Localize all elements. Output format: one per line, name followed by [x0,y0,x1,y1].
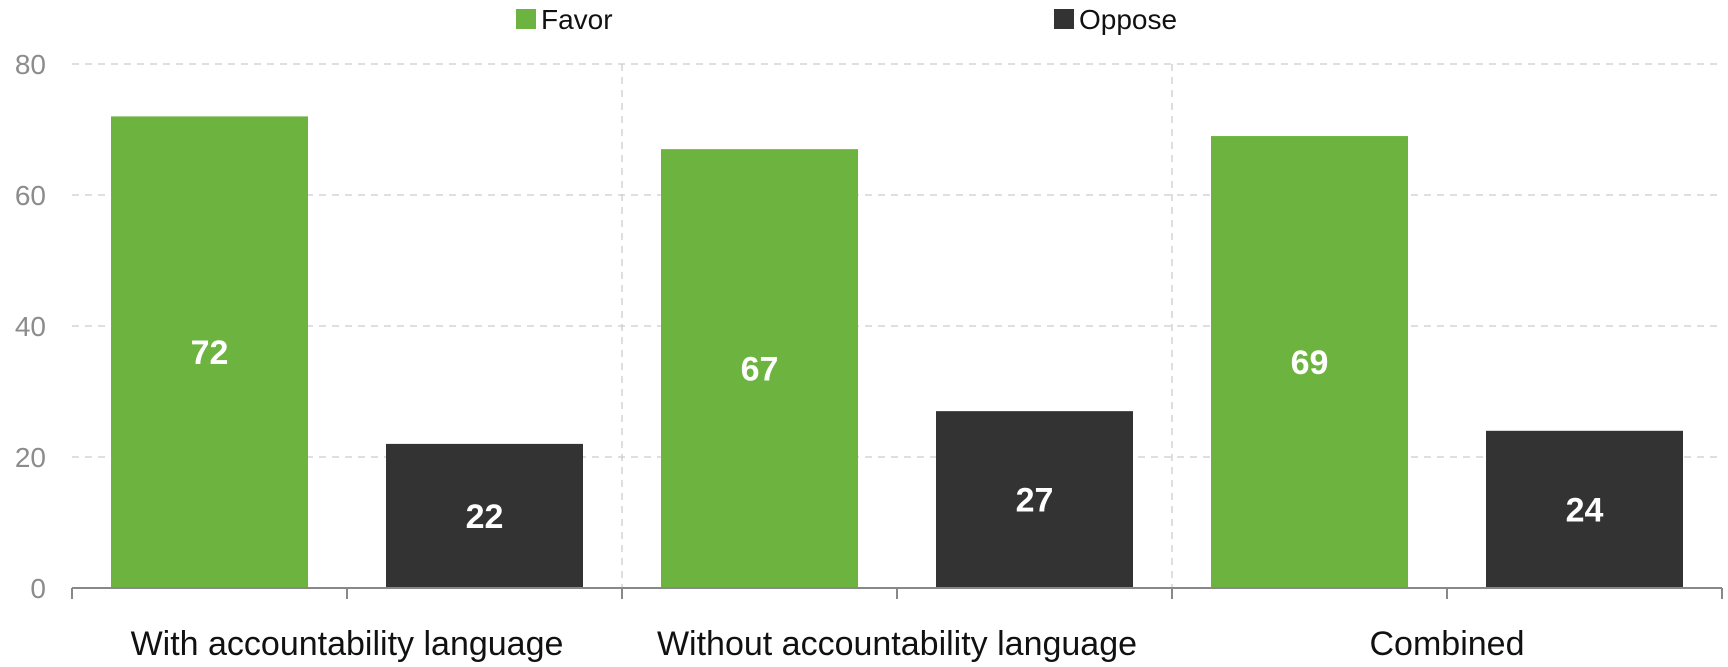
bar-favor-1 [661,149,858,588]
gridlines [72,63,1722,588]
data-label-oppose-1: 27 [1016,482,1054,520]
legend-label-favor: Favor [541,4,613,35]
data-label-oppose-2: 24 [1566,491,1604,529]
legend-swatch-oppose [1054,9,1074,29]
data-label-favor-1: 67 [741,351,779,389]
data-label-favor-0: 72 [191,334,229,372]
bar-oppose-1 [936,411,1133,588]
category-labels: With accountability language Without acco… [131,625,1525,663]
y-axis-ticks: 0 20 40 60 80 [15,49,46,604]
x-axis [71,587,1723,599]
legend-label-oppose: Oppose [1079,4,1177,35]
bars: 72 22 67 27 69 24 [111,116,1683,589]
y-tick-label-60: 60 [15,180,46,211]
y-tick-label-0: 0 [30,573,46,604]
y-tick-label-20: 20 [15,442,46,473]
data-label-oppose-0: 22 [466,498,504,536]
legend-swatch-favor [516,9,536,29]
y-tick-label-40: 40 [15,311,46,342]
category-label-1: Without accountability language [657,625,1137,663]
bar-favor-2 [1211,136,1408,589]
bar-oppose-2 [1486,430,1683,588]
y-tick-label-80: 80 [15,49,46,80]
legend: Favor Oppose [516,4,1177,35]
bar-oppose-0 [386,443,583,588]
category-label-2: Combined [1370,625,1525,663]
bar-favor-0 [111,116,308,589]
category-label-0: With accountability language [131,625,564,663]
data-label-favor-2: 69 [1291,344,1329,382]
